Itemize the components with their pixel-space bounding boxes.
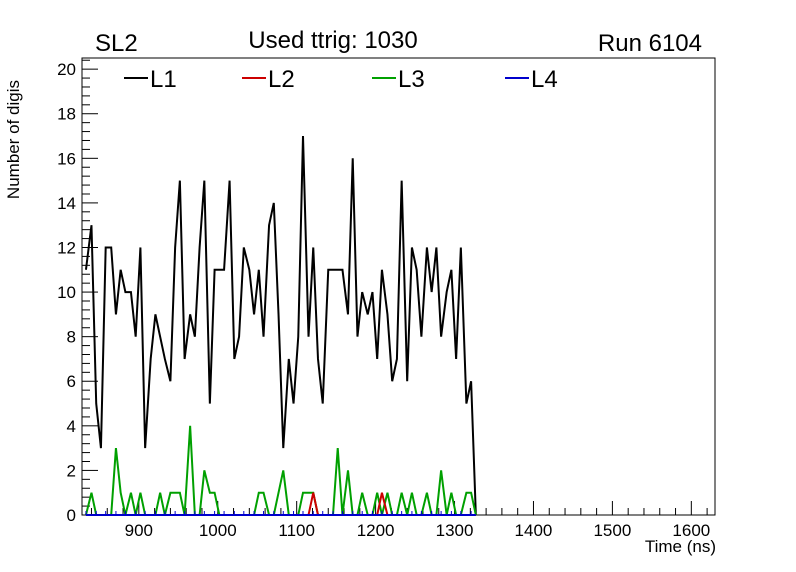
- header-right-label: Run 6104: [598, 30, 702, 57]
- chart-title: Used ttrig: 1030: [248, 27, 417, 54]
- x-tick-label: 1400: [515, 521, 553, 540]
- y-tick-label: 2: [67, 461, 76, 480]
- series-layer: [84, 135, 477, 516]
- y-tick-label: 18: [57, 105, 76, 124]
- x-tick-label: 900: [125, 521, 153, 540]
- legend: L1 L2 L3 L4: [124, 66, 558, 93]
- legend-label-l2: L2: [268, 66, 295, 93]
- y-tick-label: 12: [57, 238, 76, 257]
- legend-label-l4: L4: [531, 66, 558, 93]
- series-line-l1: [84, 135, 477, 516]
- x-tick-label: 1600: [672, 521, 710, 540]
- legend-label-l3: L3: [398, 66, 425, 93]
- x-tick-label: 1300: [436, 521, 474, 540]
- axis-ticks: 0 2 4 6 8 10 12 14 16 18 20 900 1000 1100 1200 1300 1400…: [57, 59, 710, 540]
- x-tick-label: 1000: [199, 521, 237, 540]
- x-axis-label: Time (ns): [645, 537, 716, 556]
- y-tick-label: 0: [67, 506, 76, 525]
- y-tick-label: 8: [67, 328, 76, 347]
- x-tick-label: 1500: [593, 521, 631, 540]
- y-tick-label: 10: [57, 283, 76, 302]
- y-axis-label: Number of digis: [4, 80, 23, 199]
- legend-label-l1: L1: [150, 66, 177, 93]
- header-left-label: SL2: [95, 30, 138, 57]
- y-tick-label: 6: [67, 372, 76, 391]
- y-tick-label: 20: [57, 60, 76, 79]
- x-tick-label: 1200: [357, 521, 395, 540]
- y-tick-label: 16: [57, 149, 76, 168]
- x-tick-label: 1100: [278, 521, 315, 540]
- y-tick-label: 14: [57, 194, 76, 213]
- y-tick-label: 4: [67, 417, 76, 436]
